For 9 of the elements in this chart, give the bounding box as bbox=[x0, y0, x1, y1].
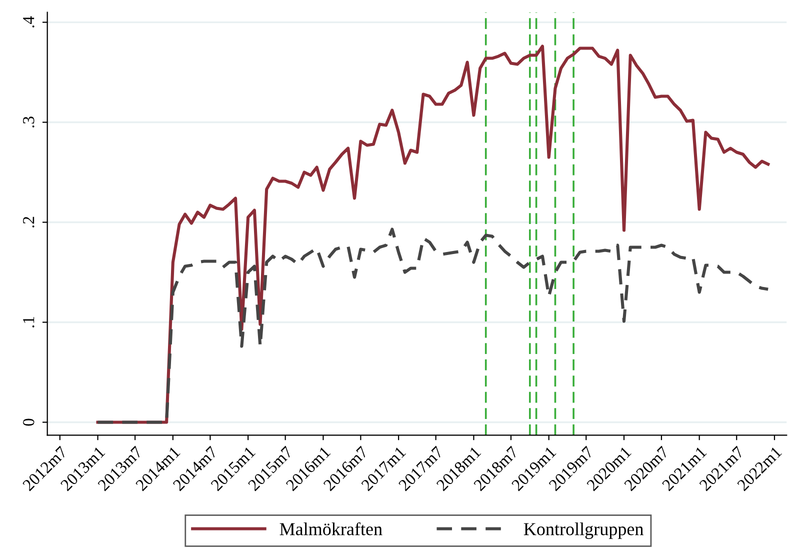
y-tick-label: .2 bbox=[23, 216, 34, 228]
y-tick-label: .3 bbox=[23, 116, 34, 128]
legend-label: Kontrollgruppen bbox=[524, 522, 644, 539]
legend-label: Malmökraften bbox=[280, 522, 382, 536]
y-tick-label: 0 bbox=[22, 418, 34, 426]
line-series bbox=[96, 228, 770, 424]
line-series bbox=[96, 44, 770, 424]
y-tick-label: .1 bbox=[23, 317, 34, 328]
y-tick-label: .4 bbox=[23, 16, 34, 28]
